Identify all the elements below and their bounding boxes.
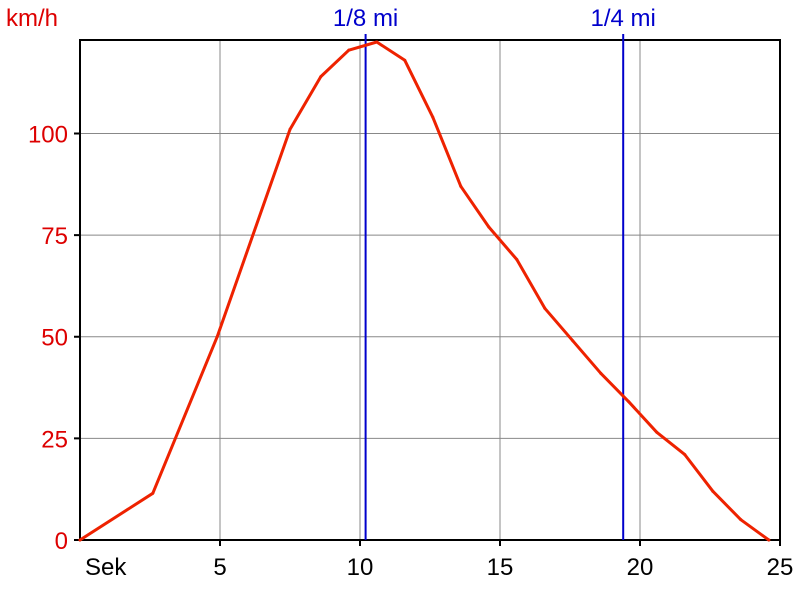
data-point-13 — [571, 339, 575, 343]
grid-lines — [80, 40, 780, 540]
data-point-17 — [683, 453, 687, 457]
x-axis-label: Sek — [85, 554, 127, 581]
data-point-2 — [215, 335, 219, 339]
x-tick-label-4: 25 — [767, 554, 794, 581]
data-point-4 — [319, 75, 323, 79]
data-point-0 — [78, 538, 82, 542]
data-point-12 — [543, 306, 547, 310]
data-point-1 — [151, 491, 155, 495]
data-point-20 — [767, 538, 771, 542]
y-axis-label: km/h — [6, 5, 58, 32]
data-point-15 — [627, 400, 631, 404]
data-point-14 — [599, 371, 603, 375]
data-point-7 — [403, 58, 407, 62]
x-tick-label-3: 20 — [627, 554, 654, 581]
y-tick-label-0: 0 — [55, 528, 68, 555]
distance-marker-labels: 1/8 mi 1/4 mi — [333, 5, 656, 32]
marker-label-0: 1/8 mi — [333, 5, 398, 32]
y-tick-label-3: 75 — [41, 223, 68, 250]
data-point-11 — [515, 258, 519, 262]
x-tick-label-2: 15 — [487, 554, 514, 581]
tick-marks — [74, 132, 781, 546]
plot-frame — [79, 39, 781, 541]
y-tick-label-2: 50 — [41, 325, 68, 352]
y-tick-label-4: 100 — [28, 121, 68, 148]
data-point-6 — [375, 40, 379, 44]
data-point-3 — [288, 127, 292, 131]
x-tick-labels: 5 10 15 20 25 — [213, 554, 793, 581]
speed-series-line — [78, 40, 771, 542]
data-point-19 — [739, 518, 743, 522]
data-point-18 — [711, 489, 715, 493]
data-point-8 — [431, 115, 435, 119]
distance-markers — [364, 34, 625, 540]
data-point-16 — [655, 430, 659, 434]
data-point-9 — [459, 184, 463, 188]
speed-series-points — [78, 40, 771, 542]
data-point-10 — [487, 225, 491, 229]
y-tick-labels: 0 25 50 75 100 — [28, 121, 68, 555]
x-tick-label-0: 5 — [213, 554, 226, 581]
x-tick-label-1: 10 — [347, 554, 374, 581]
y-tick-label-1: 25 — [41, 426, 68, 453]
data-point-5 — [347, 48, 351, 52]
marker-label-1: 1/4 mi — [591, 5, 656, 32]
